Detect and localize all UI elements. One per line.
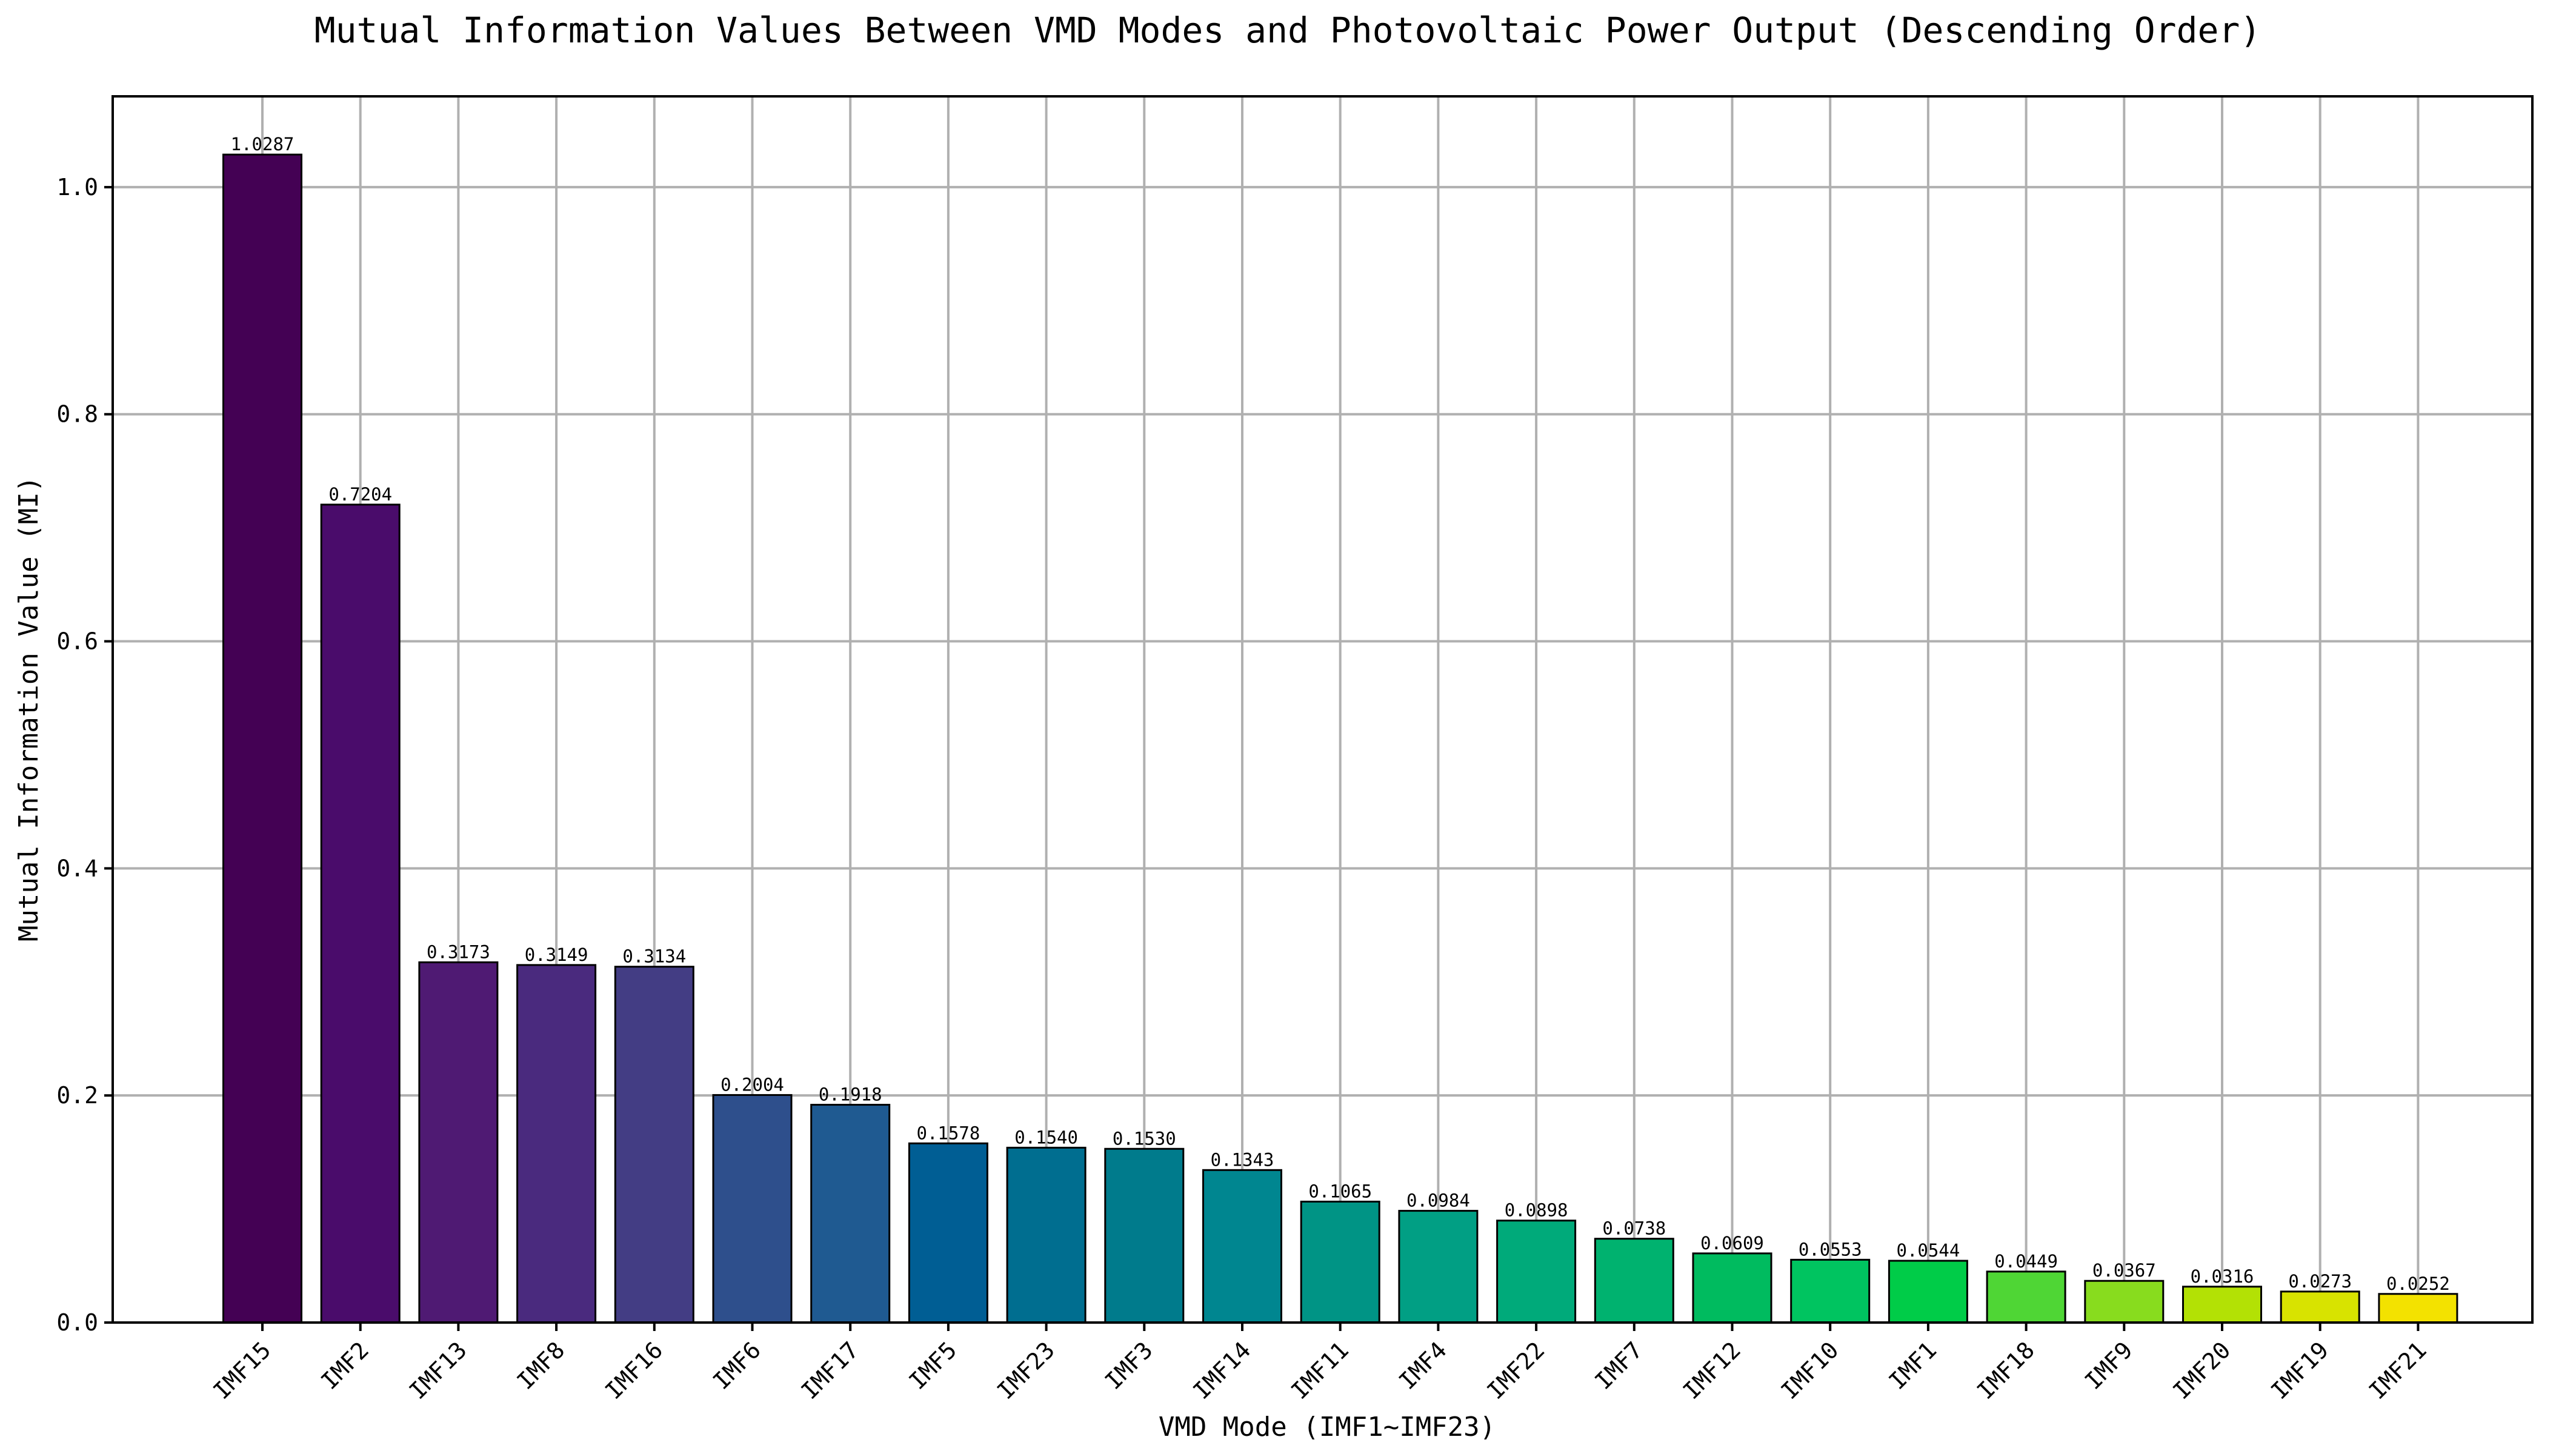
x-tick-label: IMF15 <box>208 1336 276 1404</box>
bar-imf7 <box>1594 1238 1674 1324</box>
grid-layer <box>113 96 2532 1324</box>
y-tick-label: 0.6 <box>56 628 98 655</box>
x-tick-label: IMF17 <box>796 1336 864 1404</box>
bar-imf8 <box>516 964 597 1324</box>
bars-layer <box>222 153 2458 1324</box>
x-tick-label: IMF19 <box>2266 1336 2334 1404</box>
x-tick-label: IMF11 <box>1286 1336 1354 1404</box>
bar-imf23 <box>1006 1146 1087 1324</box>
x-tick-label: IMF21 <box>2364 1336 2432 1404</box>
x-axis-ticks: IMF15 IMF2 IMF13 IMF8 IMF16 IMF6 IMF17 IMF5 IMF2… <box>208 1323 2432 1404</box>
x-tick-label: IMF22 <box>1482 1336 1549 1404</box>
bar-imf1 <box>1888 1260 1968 1324</box>
data-label: 1.0287 <box>231 134 295 154</box>
x-tick-label: IMF14 <box>1188 1336 1256 1404</box>
data-label: 0.0609 <box>1700 1233 1764 1253</box>
bar-imf19 <box>2280 1290 2360 1324</box>
bar-imf3 <box>1104 1147 1185 1324</box>
x-tick-label: IMF2 <box>316 1336 374 1395</box>
data-label: 0.0273 <box>2288 1271 2352 1292</box>
plot-frame <box>111 95 2534 1324</box>
bar-imf22 <box>1496 1220 1577 1324</box>
data-label: 0.0553 <box>1799 1239 1862 1260</box>
data-label: 0.0544 <box>1897 1240 1960 1261</box>
x-tick-label: IMF6 <box>708 1336 766 1395</box>
y-axis-ticks: 0.0 0.2 0.4 0.6 0.8 1.0 <box>56 174 113 1336</box>
bar-imf18 <box>1986 1270 2066 1324</box>
x-tick-label: IMF23 <box>992 1336 1060 1404</box>
x-tick-label: IMF18 <box>1972 1336 2040 1404</box>
data-label: 0.1918 <box>819 1084 882 1105</box>
x-tick-label: IMF3 <box>1100 1336 1158 1395</box>
bar-imf10 <box>1790 1258 1871 1324</box>
bar-imf14 <box>1202 1169 1282 1324</box>
data-label: 0.3134 <box>622 946 686 967</box>
data-label: 0.1540 <box>1014 1127 1078 1147</box>
x-tick-label: IMF13 <box>404 1336 472 1404</box>
bar-imf13 <box>418 961 499 1324</box>
x-tick-label: IMF12 <box>1678 1336 1746 1404</box>
x-tick-label: IMF20 <box>2168 1336 2235 1404</box>
data-label: 0.1343 <box>1211 1149 1274 1170</box>
x-tick-label: IMF16 <box>600 1336 668 1404</box>
data-label: 0.0984 <box>1406 1190 1470 1211</box>
data-label: 0.7204 <box>328 484 392 505</box>
bar-imf5 <box>908 1142 988 1324</box>
x-tick-label: IMF1 <box>1883 1336 1942 1395</box>
data-label: 0.3149 <box>525 944 588 965</box>
x-tick-label: IMF9 <box>2080 1336 2138 1395</box>
x-axis-label: VMD Mode (IMF1~IMF23) <box>1159 1412 1496 1442</box>
bar-imf2 <box>320 503 401 1324</box>
data-label: 0.3173 <box>427 941 490 962</box>
bar-imf16 <box>614 966 694 1324</box>
data-label: 0.1065 <box>1308 1181 1372 1201</box>
bar-imf6 <box>712 1094 793 1324</box>
y-tick-label: 0.4 <box>56 855 98 881</box>
data-labels-layer: 1.0287 0.7204 0.3173 0.3149 0.3134 0.2004 0.19… <box>231 134 2450 1294</box>
data-label: 0.0449 <box>1994 1251 2058 1272</box>
bar-imf15 <box>222 153 302 1324</box>
bar-imf4 <box>1398 1210 1479 1324</box>
bar-imf17 <box>810 1104 891 1324</box>
data-label: 0.0367 <box>2092 1260 2156 1281</box>
y-tick-label: 0.8 <box>56 401 98 428</box>
bar-imf12 <box>1692 1252 1772 1324</box>
x-tick-label: IMF4 <box>1394 1336 1452 1395</box>
x-tick-label: IMF8 <box>512 1336 570 1395</box>
data-label: 0.1578 <box>917 1123 980 1143</box>
y-axis-label: Mutual Information Value (MI) <box>13 476 44 941</box>
data-label: 0.0898 <box>1505 1200 1568 1221</box>
data-label: 0.0316 <box>2191 1266 2254 1287</box>
bar-imf9 <box>2084 1280 2165 1324</box>
x-tick-label: IMF10 <box>1776 1336 1844 1404</box>
y-tick-label: 1.0 <box>56 174 98 201</box>
chart-title: Mutual Information Values Between VMD Mo… <box>315 10 2261 51</box>
x-tick-label: IMF7 <box>1589 1336 1648 1395</box>
bar-imf11 <box>1300 1200 1380 1324</box>
y-tick-label: 0.0 <box>56 1309 98 1336</box>
y-tick-label: 0.2 <box>56 1082 98 1109</box>
data-label: 0.1530 <box>1113 1128 1176 1149</box>
data-label: 0.0252 <box>2386 1273 2450 1294</box>
x-tick-label: IMF5 <box>904 1336 962 1395</box>
bar-imf21 <box>2378 1293 2458 1324</box>
data-label: 0.0738 <box>1602 1218 1666 1239</box>
bar-imf20 <box>2182 1286 2262 1324</box>
data-label: 0.2004 <box>721 1074 784 1095</box>
